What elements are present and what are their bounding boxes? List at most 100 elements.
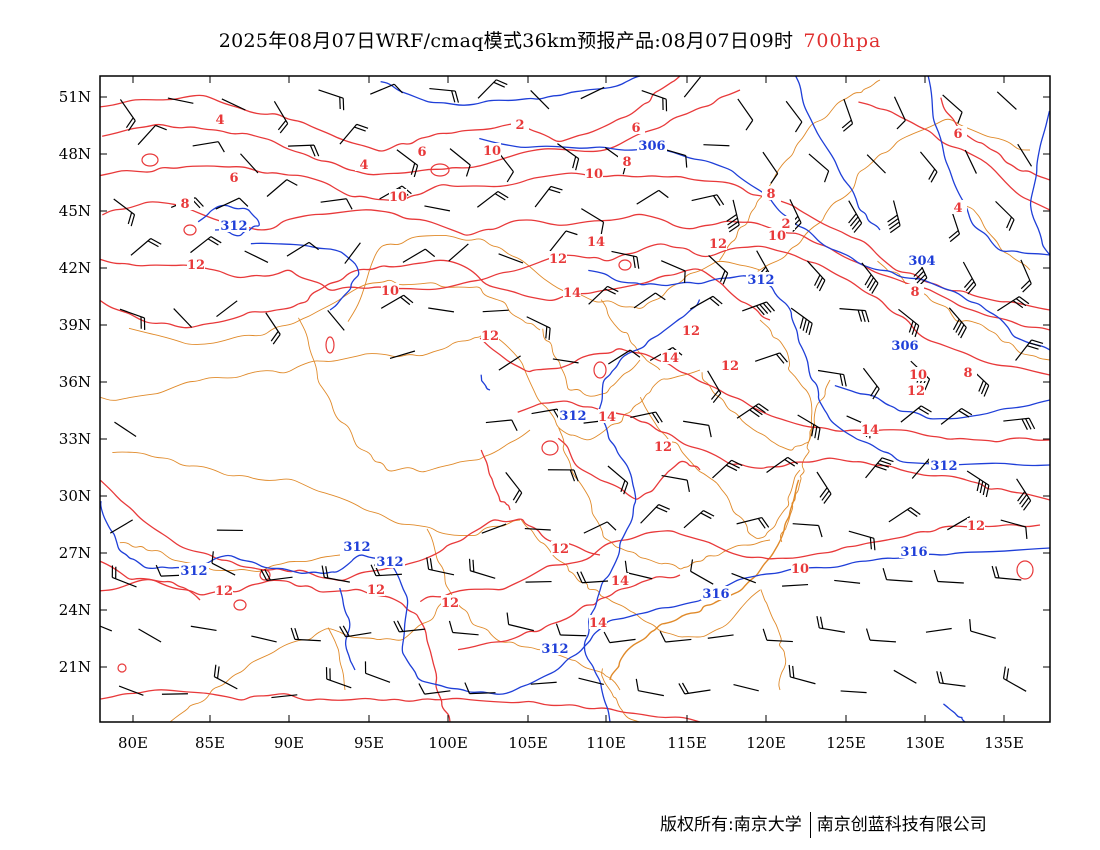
temperature-label-bg bbox=[211, 112, 229, 126]
barb-feather bbox=[914, 325, 920, 338]
temperature-contour-label: 12 bbox=[367, 583, 385, 598]
barb-shaft bbox=[119, 99, 136, 122]
wind-barb bbox=[576, 571, 609, 584]
temperature-isotherm bbox=[100, 259, 771, 329]
barb-feather bbox=[321, 565, 325, 578]
height-label-bg bbox=[375, 554, 405, 568]
barb-feather bbox=[207, 238, 219, 246]
geopotential-height-line bbox=[380, 76, 641, 106]
barb-feather bbox=[908, 320, 914, 333]
barb-shaft bbox=[925, 627, 952, 633]
barb-shaft bbox=[996, 91, 1017, 110]
wind-barb bbox=[996, 91, 1017, 110]
barb-feather bbox=[1022, 283, 1032, 293]
barb-feather bbox=[393, 83, 403, 94]
barb-feather bbox=[808, 323, 813, 336]
wind-barb bbox=[840, 690, 867, 694]
barb-shaft bbox=[737, 98, 754, 121]
barb-feather bbox=[550, 185, 563, 191]
wind-barb bbox=[393, 620, 426, 633]
wind-barb bbox=[118, 685, 144, 696]
barb-shaft bbox=[318, 89, 344, 99]
barb-feather bbox=[345, 198, 353, 210]
barb-feather bbox=[194, 197, 204, 207]
wind-barb bbox=[380, 294, 414, 309]
barb-feather bbox=[879, 460, 892, 465]
barb-feather bbox=[979, 481, 984, 494]
boundary-line bbox=[719, 79, 881, 261]
barb-feather bbox=[882, 568, 888, 580]
barb-feather bbox=[468, 558, 471, 571]
height-contour-label: 312 bbox=[220, 219, 247, 234]
barb-shaft bbox=[370, 83, 395, 95]
temperature-contour-label: 2 bbox=[781, 217, 790, 232]
barb-feather bbox=[451, 90, 456, 103]
boundary-line bbox=[877, 260, 1050, 361]
wind-barb bbox=[991, 565, 1022, 581]
map-frame bbox=[99, 75, 1051, 723]
barb-shaft bbox=[327, 310, 345, 331]
wind-barb bbox=[806, 260, 826, 292]
barb-shaft bbox=[861, 262, 879, 284]
wind-barb bbox=[624, 560, 653, 580]
wind-barb bbox=[114, 421, 137, 438]
temperature-contour-label: 4 bbox=[215, 113, 224, 128]
barb-feather bbox=[309, 145, 316, 157]
wind-barb bbox=[167, 97, 194, 104]
barb-shaft bbox=[640, 504, 660, 524]
barb-feather bbox=[936, 671, 941, 684]
barb-shaft bbox=[424, 205, 451, 212]
wind-barb bbox=[707, 370, 722, 404]
barb-shaft bbox=[1020, 259, 1032, 284]
barb-feather bbox=[811, 424, 815, 437]
barb-feather bbox=[819, 616, 824, 629]
barb-shaft bbox=[997, 296, 1020, 312]
lon-label: 90E bbox=[274, 734, 304, 752]
barb-feather bbox=[370, 564, 377, 576]
height-contour-label: 316 bbox=[900, 545, 927, 560]
lat-label: 42N bbox=[59, 259, 91, 277]
barb-feather bbox=[651, 412, 660, 424]
barb-feather bbox=[506, 612, 510, 625]
temperature-label-bg bbox=[907, 383, 925, 397]
temperature-contour-label: 14 bbox=[861, 423, 879, 438]
barb-shaft bbox=[754, 352, 780, 362]
wind-barb bbox=[861, 262, 879, 294]
barb-shaft bbox=[641, 90, 667, 100]
temperature-contour-label: 14 bbox=[587, 235, 605, 250]
barb-feather bbox=[655, 506, 668, 513]
barb-feather bbox=[952, 318, 960, 331]
wind-barb bbox=[683, 510, 715, 529]
barb-feather bbox=[130, 214, 136, 227]
temperature-contour-label: 4 bbox=[953, 201, 962, 216]
height-contour-label: 312 bbox=[747, 273, 774, 288]
wind-barb bbox=[526, 316, 551, 341]
wind-barb bbox=[848, 530, 876, 551]
temperature-label-bg bbox=[215, 583, 233, 597]
temperature-label-bg bbox=[483, 143, 501, 157]
barb-shaft bbox=[893, 96, 906, 121]
barb-shaft bbox=[790, 676, 816, 685]
wind-barb bbox=[213, 664, 238, 690]
barb-feather bbox=[1025, 418, 1032, 430]
barb-feather bbox=[896, 119, 906, 130]
temperature-label-bg bbox=[481, 328, 499, 342]
barb-feather bbox=[573, 469, 579, 482]
wind-barb bbox=[964, 149, 977, 174]
barb-feather bbox=[629, 349, 641, 358]
barb-feather bbox=[1026, 345, 1039, 350]
barb-shaft bbox=[161, 693, 188, 695]
temperature-label-bg bbox=[585, 166, 603, 180]
barb-feather bbox=[889, 221, 900, 230]
wind-barb bbox=[581, 208, 605, 235]
barb-feather bbox=[636, 256, 640, 269]
temperature-closed-contour bbox=[117, 663, 127, 673]
temperature-label-bg bbox=[861, 422, 879, 436]
barb-feather bbox=[472, 559, 475, 572]
temperature-contour-label: 8 bbox=[963, 366, 972, 381]
wind-barb bbox=[137, 124, 167, 146]
wind-barb bbox=[936, 671, 966, 687]
barb-feather bbox=[958, 410, 970, 418]
barb-feather bbox=[818, 525, 823, 538]
barb-shaft bbox=[240, 153, 259, 174]
